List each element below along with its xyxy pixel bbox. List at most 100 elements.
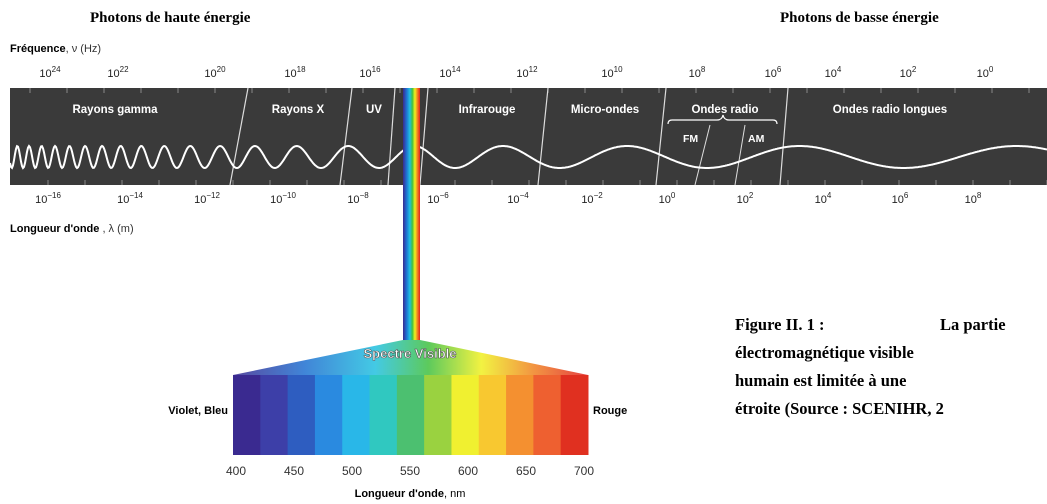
left-label: Violet, Bleu <box>168 405 228 417</box>
frequency-tick: 106 <box>765 65 782 80</box>
frequency-tick-exp: 12 <box>529 65 538 74</box>
frequency-tick: 1016 <box>359 65 381 80</box>
sub-band-label: AM <box>748 133 765 145</box>
wavelength-tick-base: 10 <box>347 194 359 206</box>
frequency-tick: 1012 <box>516 65 538 80</box>
wavelength-tick-exp: 0 <box>671 191 676 200</box>
wavelength-tick-exp: −4 <box>520 191 530 200</box>
axis-title-unit: , λ (m) <box>99 223 133 235</box>
spectrum-block <box>451 375 480 455</box>
visible-fan <box>233 340 588 375</box>
wavelength-tick-exp: 6 <box>904 191 909 200</box>
wavelength-tick: 108 <box>965 191 982 206</box>
wavelength-tick: 10−16 <box>35 191 61 206</box>
sub-band-label: FM <box>683 133 698 145</box>
wavelength-tick: 102 <box>737 191 754 206</box>
axis-title-unit: , ν (Hz) <box>66 43 101 55</box>
nm-axis-main: Longueur d'onde <box>355 488 444 500</box>
frequency-tick: 108 <box>689 65 706 80</box>
wavelength-tick: 10−6 <box>427 191 449 206</box>
spectrum-band <box>10 88 1047 185</box>
axis-title-main: Longueur d'onde <box>10 223 99 235</box>
wavelength-tick-base: 10 <box>965 194 977 206</box>
wavelength-tick-base: 10 <box>581 194 593 206</box>
wavelength-tick: 104 <box>815 191 832 206</box>
frequency-tick-base: 10 <box>439 68 451 80</box>
wavelength-tick: 106 <box>892 191 909 206</box>
spectrum-block <box>396 375 425 455</box>
frequency-tick-base: 10 <box>977 68 989 80</box>
wavelength-tick-exp: 4 <box>827 191 832 200</box>
wavelength-tick-base: 10 <box>815 194 827 206</box>
frequency-tick-exp: 0 <box>989 65 994 74</box>
frequency-tick: 1010 <box>601 65 623 80</box>
band-label: UV <box>366 104 382 116</box>
frequency-tick-exp: 10 <box>614 65 623 74</box>
wavelength-tick-exp: −14 <box>129 191 143 200</box>
spectrum-block <box>260 375 289 455</box>
frequency-tick: 102 <box>900 65 917 80</box>
spectrum-title: Spectre Visible <box>364 346 457 361</box>
frequency-tick: 104 <box>825 65 842 80</box>
axis-title-main: Fréquence <box>10 43 66 55</box>
frequency-tick-base: 10 <box>39 68 51 80</box>
frequency-tick: 1018 <box>284 65 306 80</box>
frequency-tick-base: 10 <box>359 68 371 80</box>
frequency-tick-exp: 2 <box>912 65 917 74</box>
band-divider <box>655 87 667 186</box>
brace <box>667 114 778 125</box>
band-label: Micro-ondes <box>571 104 639 116</box>
band-label: Rayons X <box>272 104 325 116</box>
wavelength-tick: 10−14 <box>117 191 143 206</box>
band-divider <box>419 87 429 186</box>
wavelength-tick: 10−8 <box>347 191 369 206</box>
frequency-tick-base: 10 <box>516 68 528 80</box>
sub-divider <box>694 124 711 186</box>
nm-tick: 550 <box>400 464 420 478</box>
visible-strip <box>403 88 420 340</box>
band-divider <box>779 87 789 186</box>
wavelength-tick-exp: 2 <box>749 191 754 200</box>
wavelength-tick: 10−4 <box>507 191 529 206</box>
wavelength-tick-exp: −2 <box>594 191 604 200</box>
frequency-tick-exp: 16 <box>372 65 381 74</box>
frequency-tick: 100 <box>977 65 994 80</box>
wavelength-tick: 100 <box>659 191 676 206</box>
band-label: Rayons gamma <box>72 104 158 116</box>
wavelength-tick: 10−12 <box>194 191 220 206</box>
frequency-tick: 1024 <box>39 65 61 80</box>
wave <box>9 144 1047 170</box>
wavelength-tick-exp: −10 <box>282 191 296 200</box>
wavelength-tick-exp: −6 <box>440 191 450 200</box>
spectrum-block <box>478 375 507 455</box>
caption-line: La partie <box>940 315 1006 334</box>
frequency-tick-base: 10 <box>765 68 777 80</box>
band-divider <box>387 87 396 186</box>
wavelength-tick-base: 10 <box>427 194 439 206</box>
wavelength-tick-exp: −8 <box>360 191 370 200</box>
sub-divider <box>734 124 746 186</box>
wavelength-tick-exp: 8 <box>977 191 982 200</box>
frequency-tick-exp: 14 <box>452 65 461 74</box>
frequency-tick-base: 10 <box>900 68 912 80</box>
frequency-tick-exp: 18 <box>297 65 306 74</box>
spectrum-block <box>342 375 371 455</box>
nm-axis-title: Longueur d'onde, nm <box>355 488 466 500</box>
frequency-tick-base: 10 <box>825 68 837 80</box>
frequency-tick-exp: 24 <box>52 65 61 74</box>
right-label: Rouge <box>593 405 627 417</box>
frequency-tick-base: 10 <box>601 68 613 80</box>
nm-tick: 650 <box>516 464 536 478</box>
band-divider <box>537 87 549 186</box>
frequency-tick-base: 10 <box>204 68 216 80</box>
nm-tick: 400 <box>226 464 246 478</box>
band-label: Ondes radio <box>691 104 758 116</box>
wavelength-tick-base: 10 <box>194 194 206 206</box>
frequency-tick-base: 10 <box>689 68 701 80</box>
spectrum-block <box>369 375 398 455</box>
wavelength-tick-base: 10 <box>507 194 519 206</box>
nm-axis-unit: , nm <box>444 488 465 500</box>
nm-tick: 450 <box>284 464 304 478</box>
wavelength-tick-base: 10 <box>117 194 129 206</box>
